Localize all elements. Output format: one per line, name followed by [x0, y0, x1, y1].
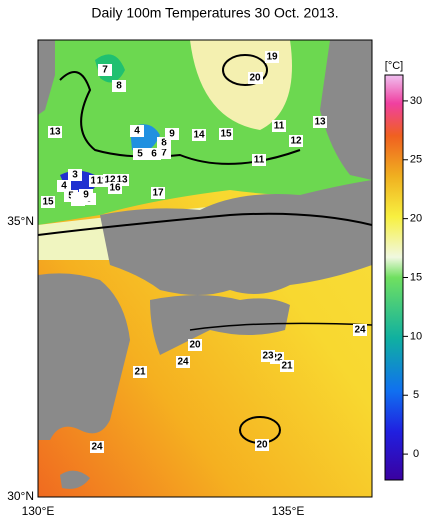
contour-label: 20	[256, 440, 268, 451]
contour-label: 21	[134, 367, 146, 378]
contour-label-bg	[313, 116, 327, 128]
colorbar-tick-label: 10	[410, 330, 422, 342]
contour-label-bg	[261, 350, 275, 362]
contour-label: 13	[314, 117, 326, 128]
island	[60, 470, 90, 489]
contour-label-bg	[248, 72, 262, 84]
colorbar	[384, 74, 404, 481]
contour-label: 7	[161, 148, 167, 159]
contour-label: 11	[97, 176, 108, 187]
contour	[189, 322, 372, 331]
contour	[222, 54, 268, 86]
contour-label: 5	[137, 149, 143, 160]
contour-label-bg	[68, 169, 82, 181]
contour-label: 16	[109, 183, 121, 194]
land	[38, 273, 130, 440]
colorbar-tick-label: 15	[410, 271, 422, 283]
contour-label: 20	[249, 73, 261, 84]
contour-label: 14	[193, 130, 205, 141]
contour-label: 15	[42, 197, 54, 208]
contour	[38, 212, 372, 236]
lat-label: 35°N	[7, 214, 34, 228]
contour-label-bg	[252, 154, 266, 166]
contour-label: 13	[49, 127, 61, 138]
contour-label: 9	[169, 129, 175, 140]
lat-label: 30°N	[7, 489, 34, 503]
contour-label: 7	[102, 65, 108, 76]
contour-label: 11	[254, 155, 265, 166]
contour-label: 22	[271, 353, 283, 364]
contour-label-bg	[188, 339, 202, 351]
map-area	[38, 40, 372, 497]
colorbar-unit: [°C]	[385, 60, 403, 72]
contour-label-bg	[353, 324, 367, 336]
contour-label-bg	[165, 128, 179, 140]
contour-label: 15	[220, 129, 232, 140]
contour-label-bg	[192, 129, 206, 141]
contour-label: 19	[266, 52, 278, 63]
contour-label-bg	[133, 366, 147, 378]
colorbar-tick-label: 0	[413, 448, 419, 460]
contour-label-bg	[280, 360, 294, 372]
colorbar-tick-label: 5	[413, 389, 419, 401]
contour-label-bg	[272, 120, 286, 132]
contour-label: 8	[161, 138, 167, 149]
contour-label: 4	[61, 181, 67, 192]
contour-label-bg	[289, 135, 303, 147]
colorbar-tick-label: 20	[410, 213, 422, 225]
contour-label: 20	[189, 340, 201, 351]
lon-label: 130°E	[22, 504, 55, 518]
contour-label-bg	[48, 126, 62, 138]
contour-label-bg	[41, 196, 55, 208]
contour-label: 6	[151, 149, 157, 160]
contour-label: 24	[354, 325, 366, 336]
frame	[37, 39, 373, 498]
contour-label-bg	[90, 441, 104, 453]
land	[100, 180, 372, 295]
contour-label-bg	[57, 180, 71, 192]
contour-label: 24	[177, 357, 189, 368]
colorbar-tick-label: 25	[410, 154, 422, 166]
contour-label: 21	[281, 361, 293, 372]
contour-label: 17	[152, 188, 164, 199]
contour-label-bg	[151, 187, 165, 199]
contour-label-bg	[108, 182, 122, 194]
title: Daily 100m Temperatures 30 Oct. 2013.	[91, 5, 338, 21]
contour	[59, 71, 301, 165]
contour-label: 9	[83, 190, 89, 201]
contour-label: 23	[262, 351, 274, 362]
contour-label-bg	[157, 147, 171, 159]
contour-label-bg	[79, 189, 93, 201]
contour-label: 13	[116, 175, 128, 186]
contour-label: 4	[134, 126, 140, 137]
contour-label: 3	[72, 170, 78, 181]
land	[38, 40, 55, 115]
contour-label-bg	[112, 80, 126, 92]
contour-label: 8	[116, 81, 122, 92]
colorbar-tick-label: 30	[410, 95, 422, 107]
contour-label-bg	[219, 128, 233, 140]
contour-label: 12	[104, 175, 116, 186]
lon-label: 135°E	[272, 504, 305, 518]
contour-label-bg	[133, 148, 147, 160]
contour-label-bg	[98, 64, 112, 76]
contour-label-bg	[176, 356, 190, 368]
contour-label: 24	[91, 442, 103, 453]
contour-label-bg	[130, 125, 144, 137]
contour-label: 11	[274, 121, 285, 132]
contour-label: 12	[290, 136, 302, 147]
contour-label-bg	[265, 51, 279, 63]
land	[320, 40, 372, 180]
land	[150, 295, 290, 355]
contour-label-bg	[255, 439, 269, 451]
